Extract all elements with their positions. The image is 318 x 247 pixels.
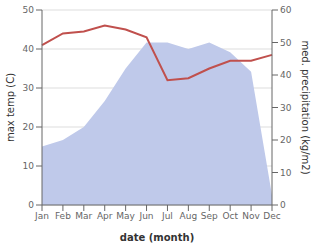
svg-text:May: May: [116, 211, 135, 221]
svg-text:Jul: Jul: [161, 211, 173, 221]
svg-text:50: 50: [280, 38, 292, 48]
svg-text:date (month): date (month): [120, 232, 194, 243]
svg-text:40: 40: [23, 44, 35, 54]
svg-text:30: 30: [23, 83, 35, 93]
svg-text:10: 10: [280, 168, 292, 178]
svg-text:0: 0: [280, 200, 286, 210]
svg-text:Jan: Jan: [34, 211, 49, 221]
svg-text:20: 20: [280, 135, 292, 145]
svg-text:Oct: Oct: [222, 211, 238, 221]
svg-text:30: 30: [280, 103, 292, 113]
svg-text:50: 50: [23, 5, 35, 15]
svg-text:med. precipitation (kg/m2): med. precipitation (kg/m2): [300, 40, 310, 174]
svg-text:Apr: Apr: [97, 211, 113, 221]
svg-text:20: 20: [23, 122, 35, 132]
svg-text:Nov: Nov: [242, 211, 260, 221]
svg-text:Mar: Mar: [75, 211, 92, 221]
svg-text:Feb: Feb: [55, 211, 71, 221]
svg-text:Aug: Aug: [180, 211, 198, 221]
svg-text:Sep: Sep: [201, 211, 218, 221]
svg-text:10: 10: [23, 161, 35, 171]
svg-text:0: 0: [28, 200, 34, 210]
svg-text:60: 60: [280, 5, 292, 15]
svg-text:max temp (C): max temp (C): [8, 73, 16, 142]
svg-text:Jun: Jun: [139, 211, 154, 221]
svg-text:Dec: Dec: [263, 211, 280, 221]
svg-text:40: 40: [280, 70, 292, 80]
